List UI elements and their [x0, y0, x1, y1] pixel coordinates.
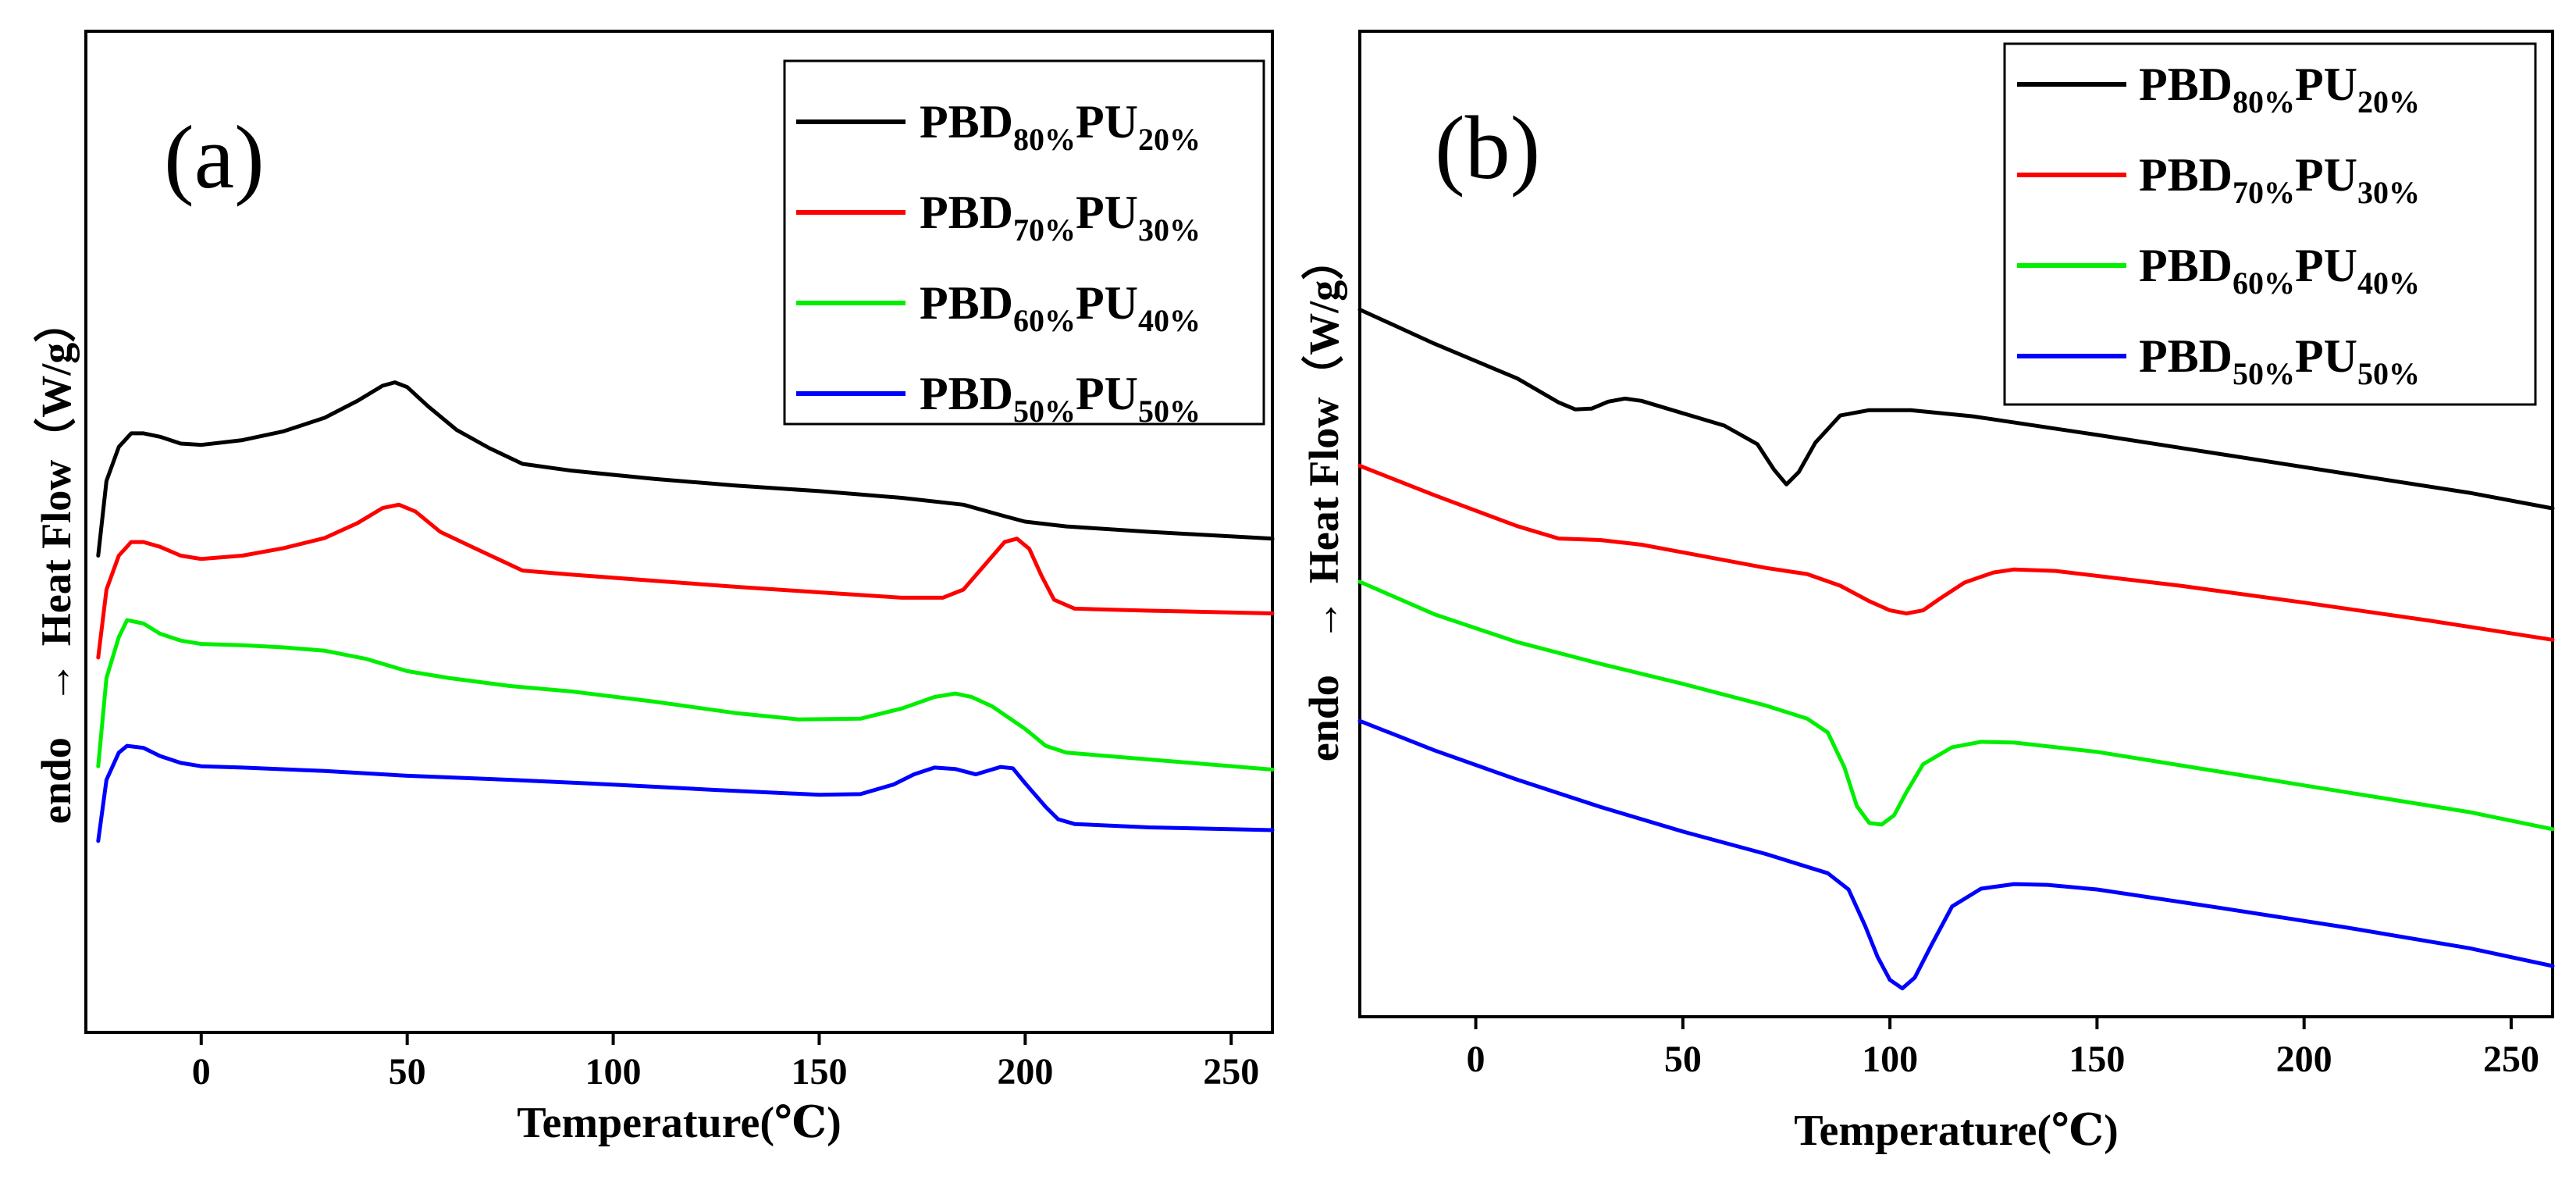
x-tick-label: 0	[192, 1051, 211, 1093]
x-tick-label: 150	[791, 1051, 847, 1093]
x-tick-label: 250	[1203, 1051, 1259, 1093]
y-axis-label-arrow-a: →	[33, 661, 80, 704]
y-axis-label-endo-b: endo	[1300, 675, 1347, 761]
legend-a: PBD80%PU20% PBD70%PU30% PBD60%PU40% PBD50%P…	[783, 59, 1265, 429]
x-ticks-b: 0 50 100 150 200 250	[1467, 1017, 2539, 1080]
x-tick-label: 50	[1664, 1039, 1702, 1080]
legend-entry-label: PBD80%PU20%	[2139, 59, 2420, 119]
legend-entry-label: PBD80%PU20%	[920, 96, 1201, 157]
y-axis-label-endo-a: endo	[33, 737, 80, 824]
y-axis-label-main-a: Heat Flow（W/g）	[33, 301, 80, 646]
series-line-PBD80PU20	[96, 380, 1275, 558]
series-lines-a	[96, 380, 1275, 843]
x-ticks-a: 0 50 100 150 200 250	[192, 1032, 1259, 1093]
legend-b: PBD80%PU20% PBD70%PU30% PBD60%PU40% PBD50%P…	[2003, 42, 2537, 406]
x-tick-label: 200	[2276, 1039, 2332, 1080]
legend-entry-label: PBD50%PU50%	[2139, 330, 2420, 391]
series-line-PBD60PU40	[1357, 579, 2555, 832]
x-tick-label: 200	[997, 1051, 1053, 1093]
plot-frame-a	[84, 30, 1274, 1034]
x-axis-label-b: Temperature(℃)	[1794, 1107, 2118, 1155]
x-tick-label: 100	[585, 1051, 642, 1093]
y-axis-label-a: endo → Heat Flow（W/g）	[33, 301, 80, 825]
series-line-PBD60PU40	[96, 618, 1275, 772]
series-line-PBD70PU30	[96, 502, 1275, 660]
x-tick-label: 0	[1467, 1039, 1485, 1080]
series-line-PBD50PU50	[96, 743, 1275, 843]
series-line-PBD80PU20	[1357, 308, 2555, 511]
plot-frame-b	[1358, 30, 2554, 1018]
series-lines-b	[1357, 308, 2555, 991]
x-axis-label-a: Temperature(℃)	[517, 1099, 841, 1147]
panel-label-b: (b)	[1435, 98, 1540, 198]
chart-panel-a: (a) 0 50 100 150 200 250 Temperature(℃) endo …	[33, 30, 1275, 1147]
legend-entry-label: PBD70%PU30%	[2139, 149, 2420, 210]
y-axis-label-main-b: Heat Flow（W/g）	[1300, 238, 1347, 583]
y-axis-label-b: endo → Heat Flow（W/g）	[1300, 238, 1347, 762]
x-tick-label: 100	[1862, 1039, 1918, 1080]
legend-entry-label: PBD60%PU40%	[920, 277, 1201, 338]
legend-entry-label: PBD70%PU30%	[920, 187, 1201, 248]
x-tick-label: 150	[2069, 1039, 2125, 1080]
chart-panel-b: (b) 0 50 100 150 200 250 Temperature(℃) endo …	[1300, 30, 2555, 1155]
legend-box	[2003, 42, 2537, 406]
y-axis-label-arrow-b: →	[1300, 599, 1347, 641]
x-tick-label: 50	[389, 1051, 426, 1093]
series-line-PBD70PU30	[1357, 464, 2555, 642]
legend-entry-label: PBD60%PU40%	[2139, 240, 2420, 301]
legend-entry-label: PBD50%PU50%	[920, 368, 1201, 429]
panel-label-a: (a)	[164, 108, 265, 208]
x-tick-label: 250	[2483, 1039, 2539, 1080]
series-line-PBD50PU50	[1357, 718, 2555, 991]
